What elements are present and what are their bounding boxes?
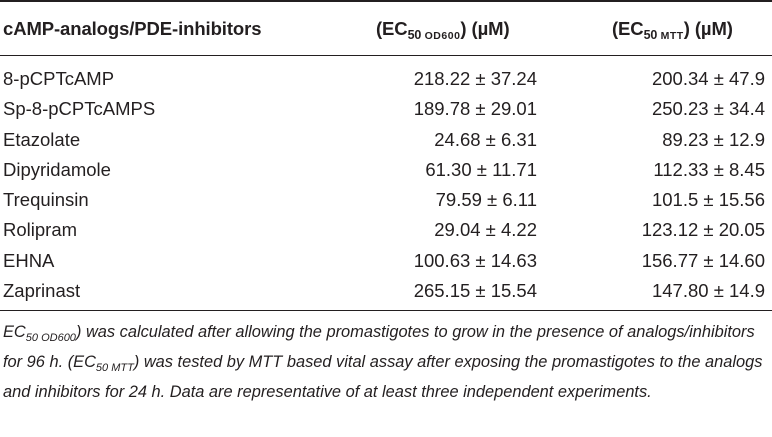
table-row: Trequinsin 79.59 ± 6.11 101.5 ± 15.56: [0, 185, 772, 215]
header-rule: [0, 55, 772, 56]
table-row: Dipyridamole 61.30 ± 11.71 112.33 ± 8.45: [0, 155, 772, 185]
table-body: 8-pCPTcAMP 218.22 ± 37.24 200.34 ± 47.9 Sp…: [0, 64, 772, 306]
compound-name: Zaprinast: [3, 280, 81, 302]
header-ec50-od600: (EC50 OD600) (µM): [376, 18, 510, 42]
table-row: Sp-8-pCPTcAMPS 189.78 ± 29.01 250.23 ± 34.…: [0, 94, 772, 124]
ec50-od600-value: 79.59 ± 6.11: [435, 189, 537, 211]
top-rule: [0, 0, 772, 2]
ec50-mtt-value: 156.77 ± 14.60: [641, 249, 765, 271]
compound-name: Dipyridamole: [3, 158, 111, 180]
ec50-mtt-value: 147.80 ± 14.9: [651, 280, 765, 302]
bottom-rule: [0, 310, 772, 311]
table-row: Rolipram 29.04 ± 4.22 123.12 ± 20.05: [0, 215, 772, 245]
ec50-od600-value: 189.78 ± 29.01: [413, 98, 537, 120]
table-row: Etazolate 24.68 ± 6.31 89.23 ± 12.9: [0, 125, 772, 155]
compound-name: Rolipram: [3, 219, 78, 241]
table-footnote: EC50 OD600) was calculated after allowin…: [3, 323, 763, 401]
compound-name: Trequinsin: [3, 189, 89, 211]
ec50-od600-value: 29.04 ± 4.22: [434, 219, 537, 241]
ec50-mtt-value: 112.33 ± 8.45: [653, 158, 765, 180]
table-row: EHNA 100.63 ± 14.63 156.77 ± 14.60: [0, 246, 772, 276]
ec50-mtt-value: 250.23 ± 34.4: [651, 98, 765, 120]
table-row: Zaprinast 265.15 ± 15.54 147.80 ± 14.9: [0, 276, 772, 306]
compound-name: Etazolate: [3, 128, 81, 150]
ec50-mtt-value: 123.12 ± 20.05: [641, 219, 765, 241]
compound-name: Sp-8-pCPTcAMPS: [3, 98, 156, 120]
ec50-mtt-value: 101.5 ± 15.56: [651, 189, 765, 211]
ec50-mtt-value: 200.34 ± 47.9: [651, 68, 765, 89]
ec50-od600-value: 100.63 ± 14.63: [413, 249, 537, 271]
ec50-od600-value: 265.15 ± 15.54: [413, 280, 537, 302]
header-compound: cAMP-analogs/PDE-inhibitors: [3, 18, 262, 39]
ec50-mtt-value: 89.23 ± 12.9: [662, 128, 765, 150]
compound-name: 8-pCPTcAMP: [3, 68, 115, 89]
ec50-od600-value: 218.22 ± 37.24: [413, 68, 537, 89]
ec50-od600-value: 61.30 ± 11.71: [425, 158, 537, 180]
compound-name: EHNA: [3, 249, 55, 271]
header-ec50-mtt: (EC50 MTT) (µM): [612, 18, 733, 42]
ec50-od600-value: 24.68 ± 6.31: [434, 128, 537, 150]
table-row: 8-pCPTcAMP 218.22 ± 37.24 200.34 ± 47.9: [0, 64, 772, 94]
